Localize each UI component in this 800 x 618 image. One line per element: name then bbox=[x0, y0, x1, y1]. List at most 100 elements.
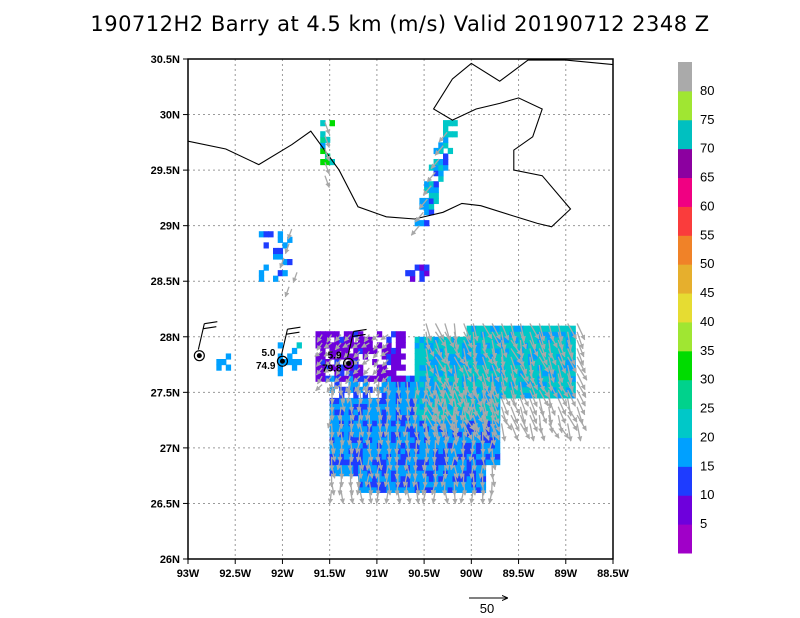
wind-arrow bbox=[444, 365, 450, 384]
wind-cell bbox=[391, 381, 397, 388]
wind-cell bbox=[509, 370, 515, 377]
wind-cell bbox=[324, 159, 331, 166]
reference-vector: 50 bbox=[469, 598, 507, 616]
wind-cell bbox=[386, 353, 392, 360]
wind-arrow bbox=[557, 323, 564, 342]
wind-cell bbox=[386, 342, 392, 349]
wind-cell bbox=[400, 375, 406, 382]
wind-cell bbox=[277, 253, 284, 260]
wind-cell bbox=[438, 164, 444, 171]
wind-cell bbox=[476, 409, 482, 416]
wind-arrow bbox=[519, 340, 525, 359]
wind-cell bbox=[381, 420, 387, 427]
wind-cell bbox=[358, 403, 364, 410]
wind-arrow bbox=[576, 406, 584, 425]
wind-cell bbox=[447, 375, 454, 382]
wind-arrow bbox=[510, 423, 519, 441]
wind-cell bbox=[391, 475, 397, 482]
wind-cell bbox=[551, 353, 557, 360]
wind-cell bbox=[457, 425, 463, 432]
wind-cell bbox=[376, 375, 383, 382]
wind-arrow bbox=[482, 373, 489, 392]
wind-cell bbox=[358, 436, 364, 443]
wind-cell bbox=[372, 442, 378, 449]
wind-cell bbox=[494, 347, 501, 355]
wind-cell bbox=[381, 364, 387, 371]
wind-cell bbox=[263, 231, 269, 238]
wind-cell bbox=[414, 370, 420, 377]
wind-cell bbox=[343, 442, 350, 449]
wind-cell bbox=[532, 370, 539, 377]
wind-cell bbox=[438, 459, 444, 466]
wind-cell bbox=[443, 136, 449, 143]
wind-arrow bbox=[396, 381, 402, 396]
wind-cell bbox=[433, 375, 439, 382]
wind-arrow bbox=[323, 350, 332, 357]
wind-cell bbox=[405, 481, 411, 488]
wind-cell bbox=[428, 209, 435, 216]
wind-cell bbox=[494, 447, 501, 455]
wind-cell bbox=[329, 436, 335, 443]
wind-cell bbox=[419, 436, 425, 443]
wind-arrow bbox=[330, 381, 336, 396]
wind-arrow bbox=[510, 356, 518, 375]
wind-cell bbox=[443, 486, 449, 493]
wind-cell bbox=[485, 325, 491, 332]
wind-cell bbox=[466, 331, 472, 338]
wind-arrow bbox=[463, 323, 471, 341]
wind-cell bbox=[334, 442, 340, 449]
wind-cell bbox=[537, 381, 543, 388]
wind-cell bbox=[358, 375, 364, 382]
wind-cell bbox=[438, 436, 444, 443]
wind-arrow bbox=[363, 367, 370, 376]
wind-cell bbox=[263, 264, 269, 271]
wind-cell bbox=[353, 381, 359, 388]
wind-arrow bbox=[529, 423, 536, 442]
wind-cell bbox=[461, 342, 468, 349]
wind-cell bbox=[504, 342, 510, 349]
wind-cell bbox=[329, 375, 335, 382]
wind-cell bbox=[504, 331, 510, 338]
wind-cell bbox=[358, 370, 364, 377]
wind-cell bbox=[358, 331, 364, 338]
wind-cell bbox=[277, 370, 284, 377]
wind-cell bbox=[329, 459, 335, 466]
wind-arrow bbox=[386, 381, 392, 396]
wind-cell bbox=[537, 336, 543, 343]
wind-arrow bbox=[380, 334, 389, 341]
wind-cell bbox=[428, 197, 435, 205]
wind-cell bbox=[457, 431, 463, 438]
wind-cell bbox=[409, 470, 416, 477]
wind-cell bbox=[372, 481, 378, 488]
wind-cell bbox=[457, 481, 463, 488]
wind-cell bbox=[419, 220, 425, 227]
wind-cell bbox=[400, 420, 406, 427]
wind-cell bbox=[528, 392, 534, 399]
wind-cell bbox=[452, 120, 458, 127]
wind-cell bbox=[447, 470, 454, 477]
wind-cell bbox=[381, 464, 387, 471]
colorbar-label: 75 bbox=[700, 112, 714, 127]
station-ring bbox=[342, 357, 355, 370]
wind-cell bbox=[542, 370, 548, 377]
wind-cell bbox=[565, 353, 572, 360]
wind-cell bbox=[320, 370, 326, 377]
colorbar-swatch bbox=[678, 177, 692, 207]
wind-cell bbox=[343, 459, 350, 466]
wind-cell bbox=[551, 331, 557, 338]
y-tick-label: 29.5N bbox=[151, 165, 180, 177]
wind-arrow bbox=[463, 389, 470, 409]
wind-cell bbox=[381, 409, 387, 416]
wind-cell bbox=[419, 481, 425, 488]
wind-cell bbox=[381, 381, 387, 388]
wind-cell bbox=[438, 464, 444, 471]
barb-feather bbox=[286, 331, 300, 335]
wind-cell bbox=[353, 436, 359, 443]
wind-cell bbox=[414, 403, 420, 410]
wind-cell bbox=[419, 459, 425, 466]
wind-cell bbox=[391, 375, 397, 382]
wind-cell bbox=[556, 353, 562, 360]
wind-cell bbox=[523, 364, 529, 371]
wind-cell bbox=[428, 442, 435, 449]
wind-cell bbox=[419, 420, 425, 427]
